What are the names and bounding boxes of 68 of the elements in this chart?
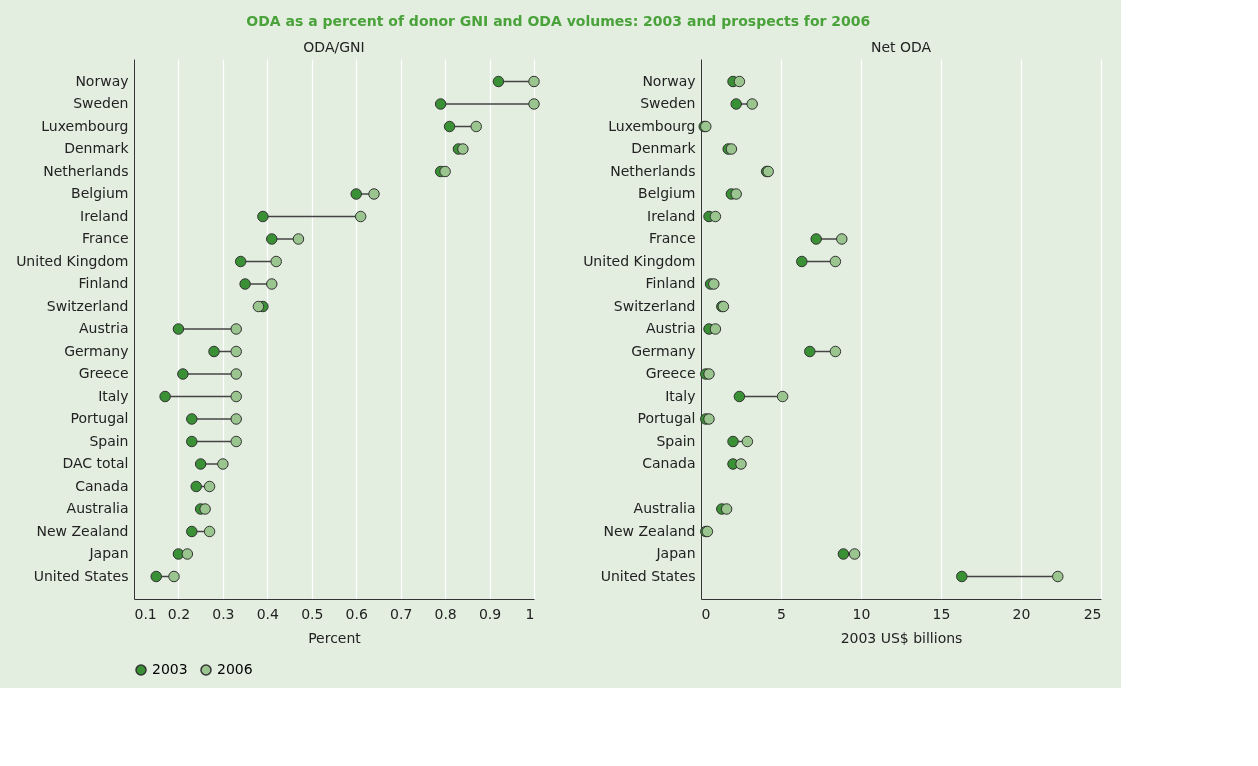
x-tick-label: 0.5 (301, 605, 324, 622)
y-tick-label: Canada (75, 477, 129, 494)
x-tick-label: 15 (932, 605, 951, 622)
x-tick-label: 0.6 (345, 605, 368, 622)
y-tick-label: Ireland (647, 207, 696, 224)
y-tick-label: Belgium (638, 185, 696, 201)
y-tick-label: Austria (79, 320, 129, 336)
x-tick-label: 0 (701, 605, 711, 622)
y-tick-label: Finland (78, 275, 129, 291)
x-tick-label: 0.7 (390, 605, 413, 622)
y-tick-label: Germany (64, 342, 129, 359)
y-tick-label: France (648, 230, 696, 246)
y-tick-label: Portugal (637, 410, 696, 426)
y-tick-label: Luxembourg (608, 117, 696, 134)
y-tick-label: Norway (642, 72, 696, 89)
y-tick-label: Switzerland (46, 297, 129, 314)
y-tick-label: United Kingdom (583, 252, 696, 269)
y-tick-label: New Zealand (603, 522, 696, 539)
y-tick-label: Belgium (71, 185, 129, 201)
x-tick-label: 1 (525, 605, 535, 622)
y-tick-label: Australia (633, 500, 696, 516)
x-tick-label: 25 (1083, 605, 1102, 622)
y-tick-label: Japan (655, 545, 696, 561)
chart-subtitle: Net ODA (870, 39, 932, 55)
y-tick-label: Sweden (640, 95, 696, 111)
x-tick-label: 20 (1012, 605, 1031, 622)
x-tick-label: 0.2 (167, 605, 191, 622)
x-tick-label: 0.4 (256, 605, 280, 622)
y-tick-label: France (81, 230, 129, 246)
legend-label: 2006 (217, 661, 253, 677)
y-tick-label: Greece (78, 365, 129, 381)
y-tick-label: Austria (646, 320, 696, 336)
y-tick-label: Portugal (70, 410, 129, 426)
y-tick-label: United States (600, 567, 696, 584)
legend-label: 2003 (152, 661, 188, 677)
y-tick-label: Spain (656, 432, 696, 449)
y-tick-label: Japan (88, 545, 129, 561)
y-tick-label: Luxembourg (41, 117, 129, 134)
y-tick-label: Finland (645, 275, 696, 291)
y-tick-label: Denmark (631, 140, 697, 156)
x-tick-label: 0.8 (434, 605, 457, 622)
y-tick-label: Netherlands (610, 162, 696, 179)
y-tick-label: Sweden (73, 95, 129, 111)
chart-title: ODA as a percent of donor GNI and ODA volumes: 2003 and prospects for 2006 (246, 13, 871, 29)
y-tick-label: United Kingdom (16, 252, 129, 269)
y-tick-label: United States (33, 567, 129, 584)
x-tick-label: 0.9 (478, 605, 502, 622)
y-tick-label: Germany (631, 342, 696, 359)
y-tick-label: Ireland (80, 207, 129, 224)
y-tick-label: Spain (89, 432, 129, 449)
y-tick-label: Denmark (64, 140, 130, 156)
y-tick-label: New Zealand (36, 522, 129, 539)
x-tick-label: 0.1 (134, 605, 157, 622)
y-tick-label: Canada (642, 455, 696, 471)
y-tick-label: Greece (645, 365, 696, 381)
y-tick-label: Switzerland (613, 297, 696, 314)
x-axis-title: 2003 US$ billions (840, 629, 963, 646)
y-tick-label: Italy (665, 387, 696, 404)
y-tick-label: Italy (98, 387, 129, 404)
x-tick-label: 0.3 (212, 605, 235, 622)
x-tick-label: 5 (777, 605, 786, 622)
chart-subtitle: ODA/GNI (303, 39, 365, 55)
y-tick-label: DAC total (62, 455, 129, 471)
y-tick-label: Norway (75, 72, 129, 89)
y-tick-label: Australia (66, 500, 129, 516)
x-axis-title: Percent (308, 629, 362, 646)
y-tick-label: Netherlands (43, 162, 129, 179)
x-tick-label: 10 (852, 605, 871, 622)
